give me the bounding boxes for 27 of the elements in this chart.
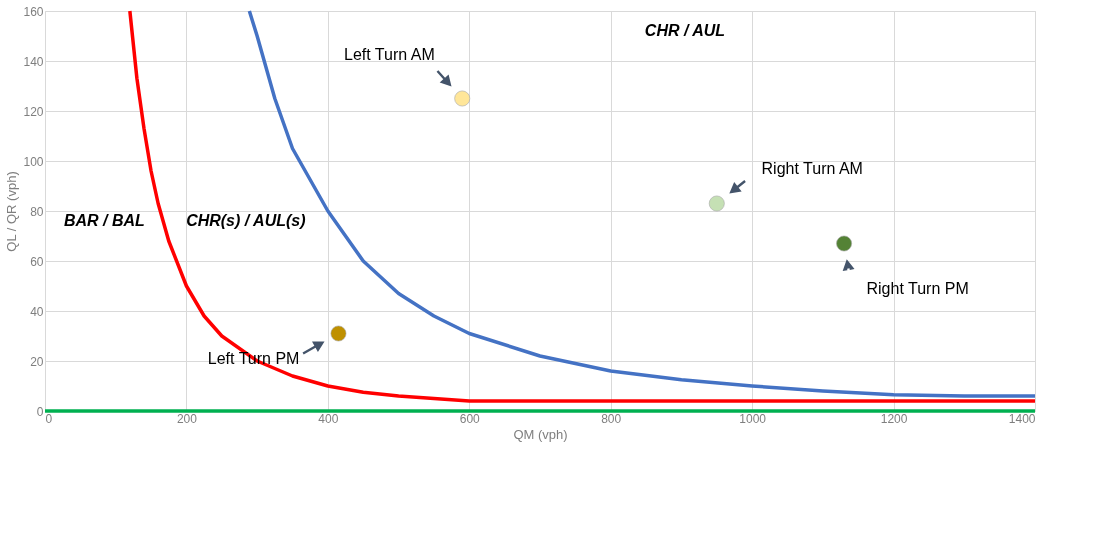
annotation: CHR(s) / AUL(s): [186, 212, 306, 229]
x-tick-label: 1000: [739, 411, 767, 426]
x-tick-label: 600: [459, 411, 481, 426]
point: [836, 235, 852, 252]
x-tick-label: 200: [176, 411, 198, 426]
y-tick-label: 60: [30, 254, 44, 269]
y-tick-label: 160: [23, 4, 44, 19]
point: [454, 90, 471, 107]
x-axis-title: QM (vph): [513, 426, 568, 442]
text: Left Turn AM: [344, 45, 435, 63]
y-tick-label: 80: [30, 204, 44, 219]
text: Right Turn AM: [761, 159, 863, 177]
annotation: CHR / AUL: [644, 22, 726, 39]
annotation: BAR / BAL: [63, 212, 145, 229]
point: [330, 325, 347, 342]
x-tick-label: 800: [601, 411, 622, 426]
y-axis-title: QL / QR (vph): [4, 171, 20, 252]
text: Right Turn PM: [866, 280, 969, 298]
y-tick-label: 140: [23, 54, 44, 69]
y-tick-label: 20: [30, 354, 44, 369]
x-tick-label: 1200: [880, 411, 908, 426]
x-tick-label: 400: [318, 411, 339, 426]
x-tick-label: 1400: [1008, 411, 1036, 426]
y-tick-label: 40: [30, 304, 44, 319]
y-tick-label: 100: [23, 154, 44, 169]
y-tick-label: 120: [23, 104, 44, 119]
point: [708, 195, 725, 212]
